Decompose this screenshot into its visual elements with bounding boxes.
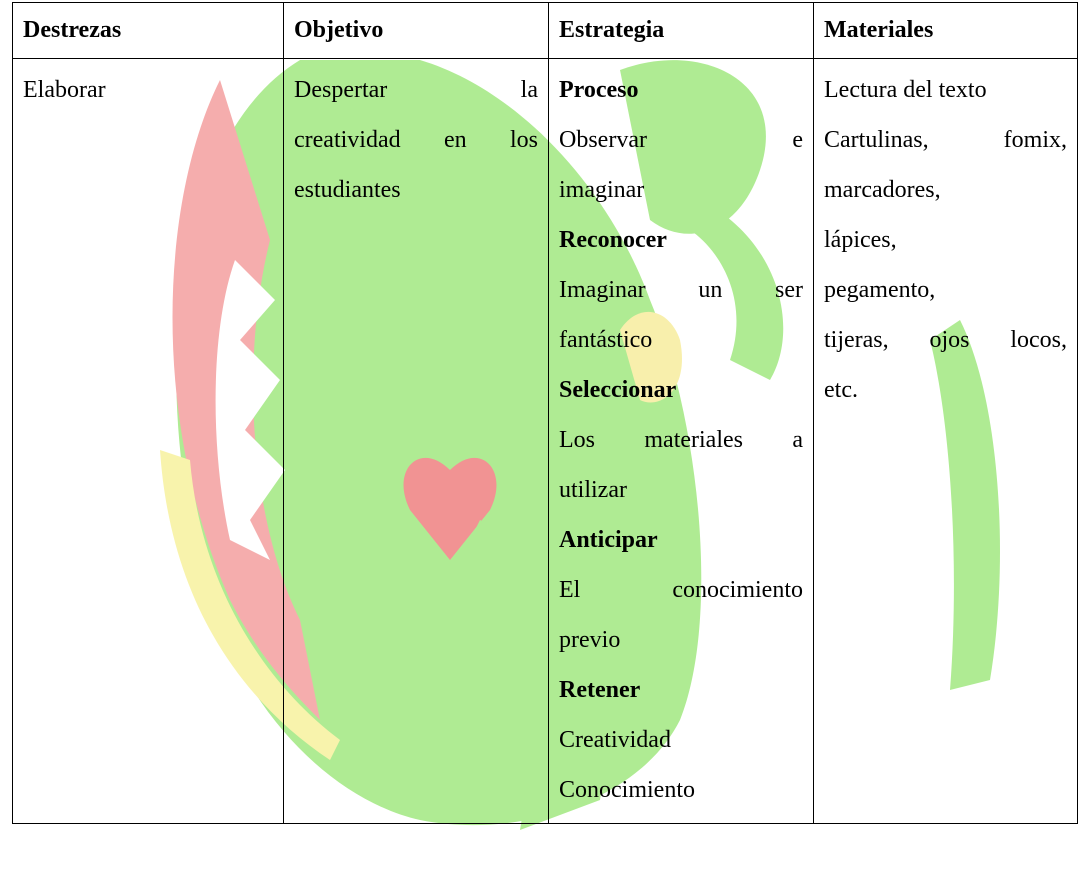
text-line: Despertar la	[294, 77, 538, 103]
text-line: creatividad en los	[294, 127, 538, 153]
text-line: Observar e	[559, 127, 803, 153]
header-cell: Destrezas	[12, 2, 284, 59]
strategy-heading: Seleccionar	[559, 377, 677, 403]
text-line: Cartulinas, fomix,	[824, 127, 1067, 153]
lesson-table: Destrezas Objetivo Estrategia Materiales El…	[12, 2, 1078, 824]
text-line: pegamento,	[824, 277, 936, 303]
header-cell: Objetivo	[283, 2, 549, 59]
text-line: tijeras, ojos locos,	[824, 327, 1067, 353]
text-line: imaginar	[559, 177, 645, 203]
header-cell: Materiales	[813, 2, 1078, 59]
estrategia-cell: Proceso Observar e imaginar Reconocer Imagin…	[548, 58, 814, 824]
text-line: Lectura del texto	[824, 77, 987, 103]
strategy-heading: Retener	[559, 677, 641, 703]
text-line: Los materiales a	[559, 427, 803, 453]
text-line: lápices,	[824, 227, 897, 253]
content-row: Elaborar Despertar la creatividad en los e…	[12, 58, 1078, 824]
text-line: Creatividad	[559, 727, 671, 753]
text-line: estudiantes	[294, 177, 401, 203]
text-line: El conocimiento	[559, 577, 803, 603]
text-line: marcadores,	[824, 177, 941, 203]
text-line: Conocimiento	[559, 777, 695, 803]
text-line: utilizar	[559, 477, 627, 503]
destrezas-cell: Elaborar	[12, 58, 284, 824]
text-line: Elaborar	[23, 77, 106, 103]
text-line: fantástico	[559, 327, 653, 353]
text-line: etc.	[824, 377, 858, 403]
header-cell: Estrategia	[548, 2, 814, 59]
strategy-heading: Anticipar	[559, 527, 658, 553]
header-row: Destrezas Objetivo Estrategia Materiales	[12, 2, 1078, 59]
text-line: Imaginar un ser	[559, 277, 803, 303]
text-line: previo	[559, 627, 621, 653]
strategy-heading: Proceso	[559, 77, 639, 103]
objetivo-cell: Despertar la creatividad en los estudiante…	[283, 58, 549, 824]
strategy-heading: Reconocer	[559, 227, 667, 253]
materiales-cell: Lectura del texto Cartulinas, fomix, marca…	[813, 58, 1078, 824]
